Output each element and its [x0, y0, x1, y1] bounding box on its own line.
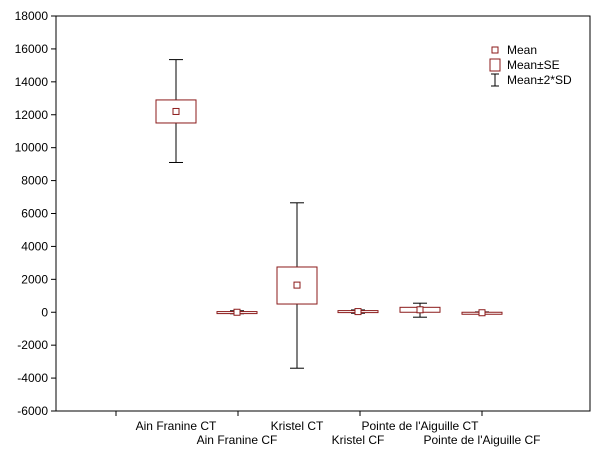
mean-marker: [172, 107, 180, 115]
legend-mean-marker: [491, 46, 499, 54]
y-tick-label: -2000: [17, 338, 48, 352]
y-tick-label: 16000: [15, 42, 49, 56]
x-category-label: Pointe de l'Aiguille CT: [361, 419, 479, 433]
y-tick-label: 10000: [15, 141, 49, 155]
y-tick-label: 8000: [21, 174, 48, 188]
y-tick-label: -6000: [17, 404, 48, 418]
box-group: [461, 309, 503, 317]
x-category-label: Kristel CF: [332, 433, 385, 447]
box-group: [216, 308, 258, 316]
y-axis: -6000 -4000 -2000 0 2000 4000 6000 8000 10000 120…: [15, 9, 56, 418]
y-tick-label: 2000: [21, 272, 48, 286]
x-category-label: Pointe de l'Aiguille CF: [423, 433, 540, 447]
mean-marker: [478, 309, 486, 317]
y-tick-label: 6000: [21, 207, 48, 221]
box-group: [337, 308, 379, 316]
legend-label-se: Mean±SE: [507, 58, 560, 72]
y-tick-label: -4000: [17, 371, 48, 385]
x-category-label: Kristel CT: [271, 419, 324, 433]
legend-label-mean: Mean: [507, 43, 537, 57]
legend-se-box: [489, 58, 501, 72]
y-tick-label: 14000: [15, 75, 49, 89]
y-tick-label: 0: [41, 305, 48, 319]
mean-marker: [293, 281, 301, 289]
y-tick-label: 4000: [21, 239, 48, 253]
legend-label-sd: Mean±2*SD: [507, 73, 572, 87]
y-tick-label: 18000: [15, 9, 49, 23]
box-group: [276, 202, 318, 369]
x-category-label: Ain Franine CF: [197, 433, 278, 447]
plot-area: [55, 15, 591, 412]
y-tick-label: 12000: [15, 108, 49, 122]
box-group: [155, 59, 197, 163]
mean-marker: [233, 308, 241, 316]
mean-marker: [416, 306, 424, 314]
box-group: [399, 302, 441, 318]
mean-marker: [354, 308, 362, 316]
x-category-label: Ain Franine CT: [136, 419, 217, 433]
